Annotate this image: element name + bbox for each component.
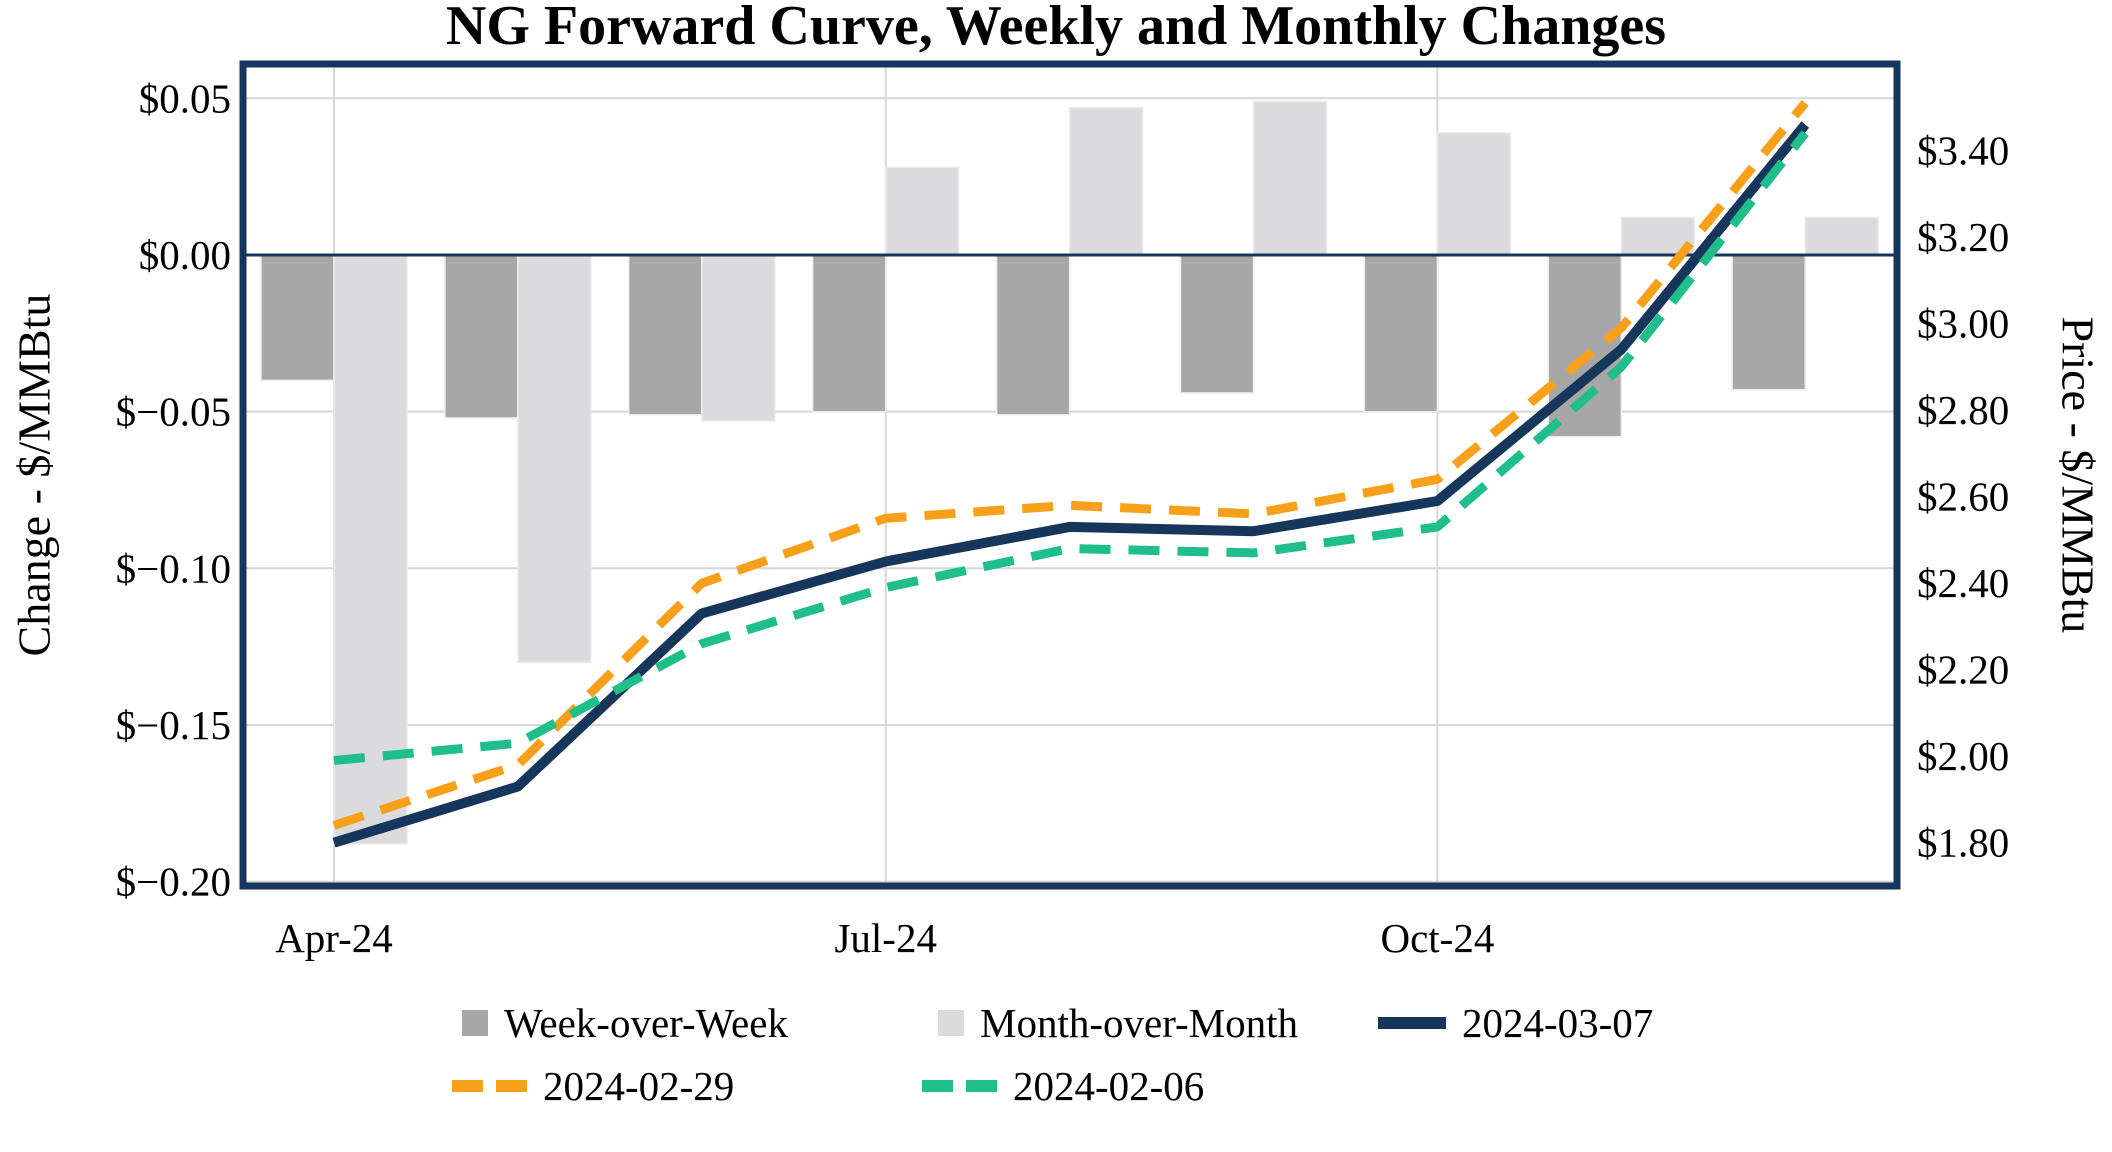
x-axis-label: Apr-24 bbox=[275, 915, 393, 961]
legend-item-2024-02-29: 2024-02-29 bbox=[452, 1061, 734, 1111]
line-2024-02-06 bbox=[333, 130, 1809, 765]
legend-label: 2024-03-07 bbox=[1462, 1000, 1654, 1046]
legend-marker-green bbox=[922, 1080, 997, 1092]
right-axis-tick: $3.00 bbox=[1917, 301, 2009, 347]
legend-item-2024-02-06: 2024-02-06 bbox=[922, 1061, 1204, 1111]
legend-marker-orange bbox=[452, 1080, 527, 1092]
left-axis-tick: $0.05 bbox=[139, 75, 231, 121]
bar-week-over-week-sep-24 bbox=[1179, 254, 1255, 394]
bar-week-over-week-apr-24 bbox=[260, 254, 335, 382]
legend-marker-bar_light bbox=[938, 1010, 964, 1036]
legend-label: 2024-02-29 bbox=[543, 1063, 735, 1109]
right-axis-tick: $2.80 bbox=[1917, 387, 2009, 433]
chart-title: NG Forward Curve, Weekly and Monthly Cha… bbox=[445, 0, 1667, 57]
legend-label: Week-over-Week bbox=[504, 1000, 788, 1046]
line-2024-03-07 bbox=[332, 121, 1810, 848]
bar-month-over-month-sep-24 bbox=[1252, 100, 1328, 256]
bar-week-over-week-jul-24 bbox=[811, 254, 887, 413]
bar-month-over-month-jun-24 bbox=[701, 254, 776, 422]
x-axis-label: Oct-24 bbox=[1380, 915, 1494, 961]
right-axis-tick: $2.20 bbox=[1917, 647, 2009, 693]
right-axis-tick: $2.60 bbox=[1917, 474, 2009, 520]
left-axis-tick: $−0.20 bbox=[116, 859, 231, 905]
right-axis-tick: $3.20 bbox=[1917, 214, 2009, 260]
bar-month-over-month-oct-24 bbox=[1436, 132, 1512, 256]
bar-week-over-week-aug-24 bbox=[995, 254, 1071, 416]
legend-marker-bar_dark bbox=[462, 1010, 488, 1036]
bar-week-over-week-may-24 bbox=[444, 254, 519, 419]
bar-week-over-week-jun-24 bbox=[628, 254, 703, 416]
left-axis-tick: $−0.10 bbox=[116, 545, 231, 591]
legend-item-month-over-month: Month-over-Month bbox=[938, 998, 1298, 1048]
bar-month-over-month-apr-24 bbox=[333, 254, 408, 845]
bar-month-over-month-aug-24 bbox=[1068, 106, 1144, 256]
bar-month-over-month-jul-24 bbox=[884, 166, 960, 256]
legend-label: 2024-02-06 bbox=[1013, 1063, 1205, 1109]
plot-border bbox=[239, 60, 1901, 890]
right-axis-tick: $1.80 bbox=[1917, 820, 2009, 866]
legend-label: Month-over-Month bbox=[980, 1000, 1299, 1046]
left-axis-tick: $−0.05 bbox=[116, 389, 231, 435]
legend-item-week-over-week: Week-over-Week bbox=[462, 998, 788, 1048]
x-axis-label: Jul-24 bbox=[834, 915, 937, 961]
bar-week-over-week-nov-24 bbox=[1547, 254, 1623, 438]
bar-week-over-week-dec-24 bbox=[1731, 254, 1806, 391]
right-axis-tick: $2.40 bbox=[1917, 560, 2009, 606]
legend-item-2024-03-07: 2024-03-07 bbox=[1378, 998, 1653, 1048]
left-axis-tick: $−0.15 bbox=[116, 702, 231, 748]
bar-week-over-week-oct-24 bbox=[1363, 254, 1439, 413]
left-axis-tick: $0.00 bbox=[139, 232, 231, 278]
right-axis-tick: $2.00 bbox=[1917, 733, 2009, 779]
right-axis-tick: $3.40 bbox=[1917, 128, 2009, 174]
bar-month-over-month-may-24 bbox=[517, 254, 592, 664]
legend-marker-navy bbox=[1378, 1017, 1446, 1029]
bar-month-over-month-dec-24 bbox=[1804, 216, 1879, 256]
